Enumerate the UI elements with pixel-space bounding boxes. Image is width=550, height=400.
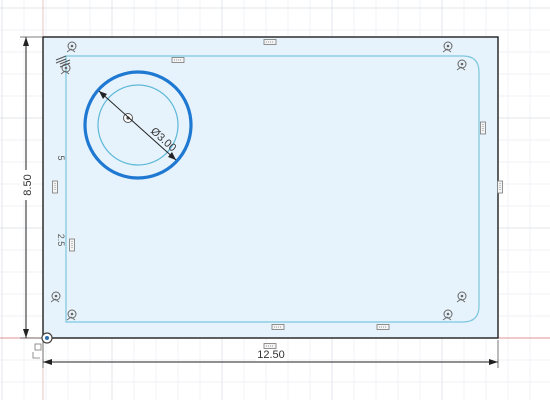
- horizontal-constraint-badge[interactable]: [171, 57, 185, 63]
- constraint-glyph[interactable]: [66, 309, 77, 321]
- outer-rectangle[interactable]: [42, 36, 499, 339]
- width-dimension[interactable]: 12.50: [42, 340, 499, 368]
- origin-point[interactable]: [41, 332, 53, 344]
- vertical-constraint-badge[interactable]: [52, 180, 58, 194]
- hv-constraint-badges: [52, 39, 503, 349]
- selected-circle[interactable]: [83, 70, 193, 180]
- corner-constraint-glyphs: [50, 41, 467, 321]
- origin-icon: [32, 343, 42, 359]
- constraint-glyph[interactable]: [456, 59, 467, 71]
- vertical-constraint-badge[interactable]: [497, 180, 503, 194]
- horizontal-constraint-badge[interactable]: [376, 324, 390, 330]
- constraint-glyph[interactable]: [442, 309, 453, 321]
- side-dimension-upper[interactable]: 5: [56, 155, 66, 160]
- horizontal-constraint-badge[interactable]: [271, 324, 285, 330]
- height-label: 8.50: [22, 174, 34, 195]
- constraint-glyph[interactable]: [55, 55, 67, 64]
- constraint-glyph[interactable]: [66, 41, 77, 53]
- horizontal-constraint-badge[interactable]: [263, 39, 277, 45]
- side-dimension-lower[interactable]: 2.5: [56, 234, 66, 247]
- vertical-constraint-badge[interactable]: [69, 238, 75, 252]
- vertical-constraint-badge[interactable]: [480, 121, 486, 135]
- height-dimension[interactable]: 8.50: [20, 36, 43, 339]
- constraint-glyph[interactable]: [59, 59, 71, 68]
- inner-offset-profile[interactable]: [65, 55, 480, 323]
- horizontal-constraint-badge[interactable]: [263, 343, 277, 349]
- constraint-glyph[interactable]: [442, 41, 453, 53]
- width-label: 12.50: [257, 349, 285, 361]
- inner-circle[interactable]: [97, 84, 179, 166]
- constraint-glyph[interactable]: [50, 291, 61, 303]
- constraint-glyph[interactable]: [456, 291, 467, 303]
